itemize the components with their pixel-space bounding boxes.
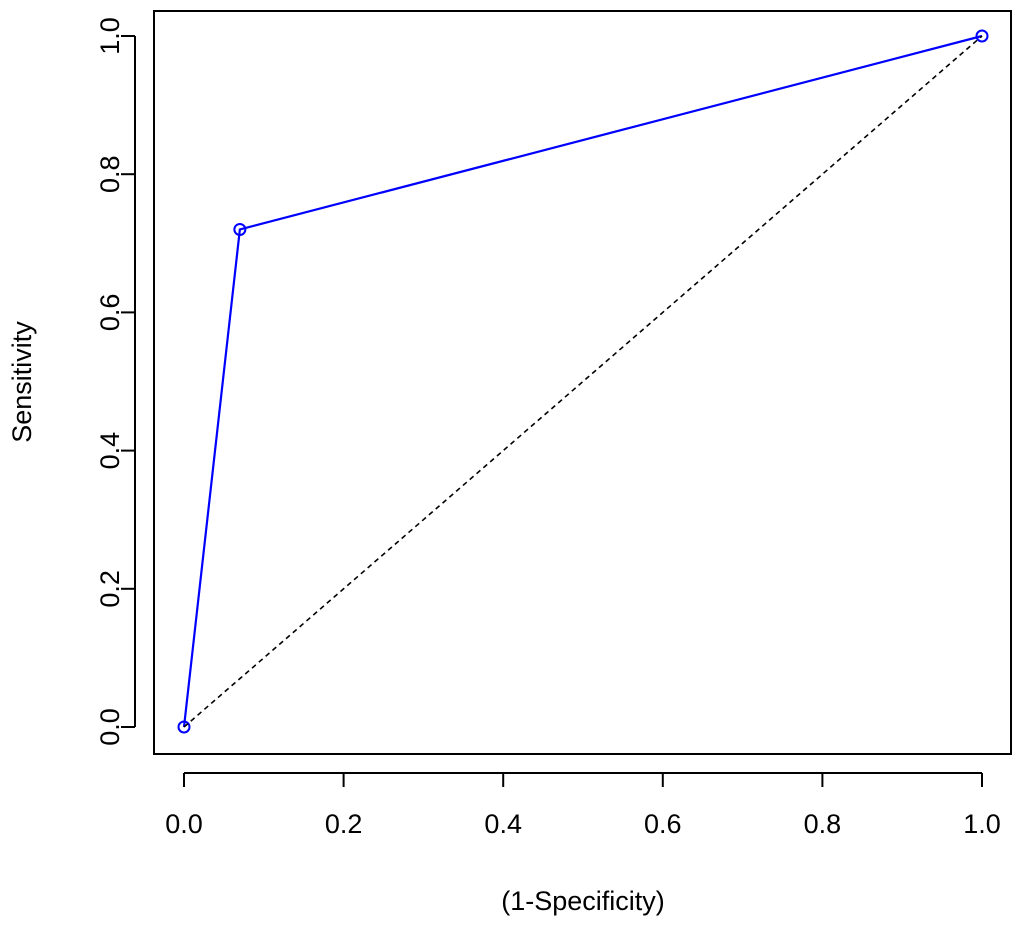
reference-diagonal-line [183, 35, 983, 728]
x-tick-label: 0.2 [325, 809, 363, 839]
y-tick-label: 0.2 [95, 570, 125, 608]
y-tick-label: 1.0 [95, 17, 125, 55]
x-tick-label: 1.0 [963, 809, 1001, 839]
series-layer [177, 29, 989, 734]
y-axis: 0.0 0.2 0.4 0.6 0.8 1.0 [95, 17, 136, 746]
x-tick-label: 0.0 [165, 809, 203, 839]
plot-frame [153, 10, 1012, 755]
roc-point-marker [177, 720, 191, 734]
roc-curve-line [182, 34, 983, 728]
y-axis-title: Sensitivity [7, 321, 37, 443]
x-tick-label: 0.8 [804, 809, 842, 839]
x-tick-label: 0.6 [644, 809, 682, 839]
y-tick-label: 0.8 [95, 155, 125, 193]
y-tick-label: 0.4 [95, 432, 125, 470]
x-tick-label: 0.4 [484, 809, 522, 839]
x-axis: 0.0 0.2 0.4 0.6 0.8 1.0 [165, 772, 1001, 839]
x-axis-title: (1-Specificity) [501, 886, 665, 916]
y-tick-label: 0.0 [95, 708, 125, 746]
roc-point-marker [233, 222, 247, 236]
roc-point-marker [975, 29, 989, 43]
y-tick-label: 0.6 [95, 294, 125, 332]
